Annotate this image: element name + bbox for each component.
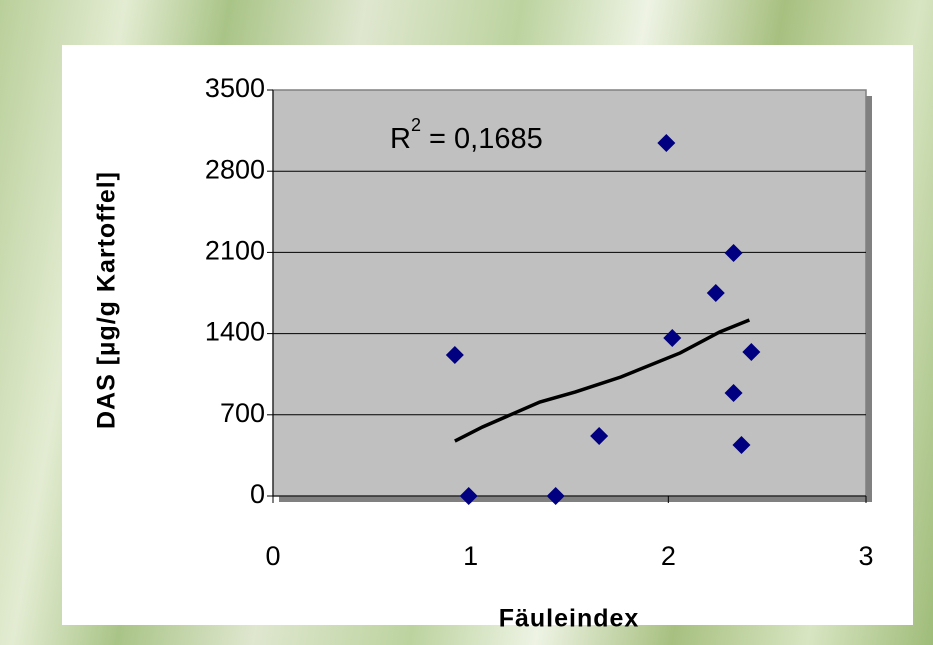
data-point: [724, 383, 743, 402]
annotation-sup: 2: [411, 115, 421, 135]
data-point: [657, 134, 676, 153]
y-tick-label: 0: [250, 479, 265, 509]
x-tick-label: 2: [661, 541, 676, 571]
x-tick-label: 1: [463, 541, 478, 571]
y-tick-label: 700: [220, 398, 265, 428]
data-point: [706, 284, 725, 302]
annotation-rest: = 0,1685: [421, 123, 543, 155]
data-point: [663, 329, 682, 348]
data-point: [459, 487, 478, 505]
data-point: [732, 435, 751, 454]
y-tick-label: 1400: [205, 317, 265, 347]
data-point: [742, 343, 761, 362]
trendline: [454, 318, 751, 443]
y-tick-label: 2800: [205, 154, 265, 184]
y-tick-label: 2100: [205, 236, 265, 266]
data-point: [546, 487, 565, 505]
x-tick-label: 3: [858, 541, 873, 571]
data-point: [724, 243, 743, 262]
annotation: R2 = 0,1685: [390, 115, 543, 155]
annotation-base: R: [390, 123, 411, 155]
y-axis-title: DAS [µg/g Kartoffel]: [93, 171, 121, 429]
x-tick-label: 0: [265, 541, 280, 571]
x-axis-title: Fäuleindex: [499, 605, 640, 633]
plot-area: [272, 89, 867, 497]
data-point: [590, 427, 609, 446]
y-tick-label: 3500: [205, 73, 265, 103]
data-point: [445, 346, 464, 365]
